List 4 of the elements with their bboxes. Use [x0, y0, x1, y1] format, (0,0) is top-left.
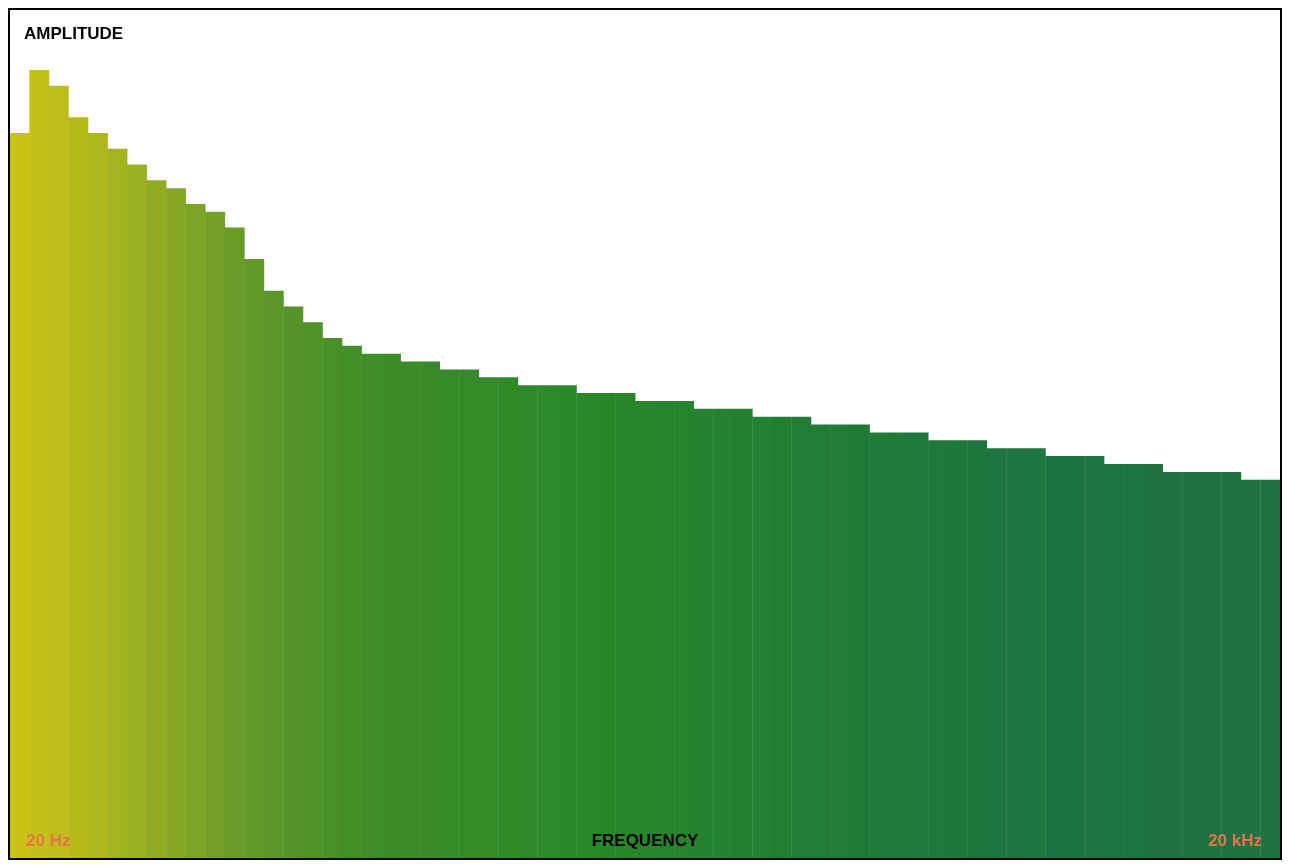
annotation: 20 Hz — [26, 831, 71, 851]
x-axis-title: FREQUENCY — [591, 831, 700, 851]
annotation: 20 kHz — [1208, 831, 1262, 851]
y-axis-title: AMPLITUDE — [24, 24, 124, 44]
